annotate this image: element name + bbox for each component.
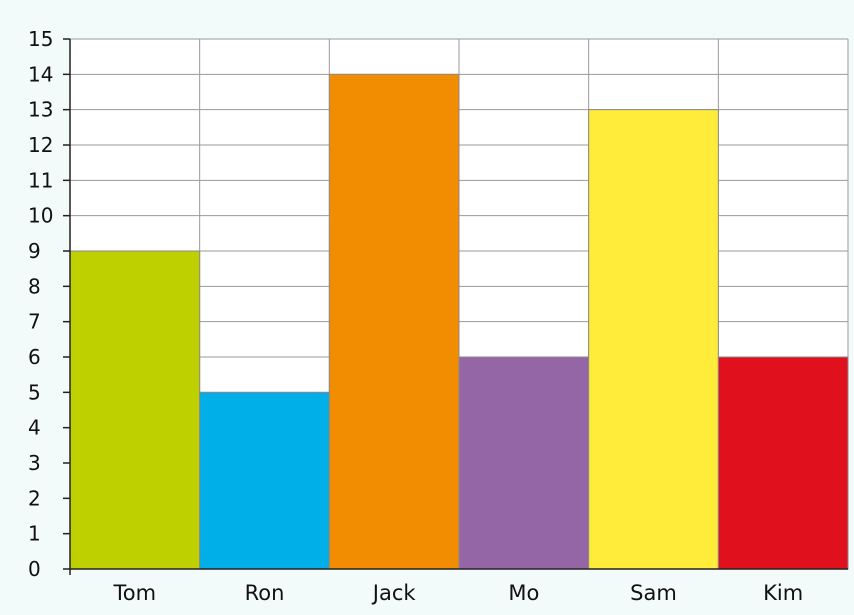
y-tick-label: 3 xyxy=(28,451,41,475)
axes xyxy=(63,38,848,575)
bar-jack xyxy=(328,73,460,570)
x-tick-label: Tom xyxy=(113,581,157,605)
x-tick-label: Sam xyxy=(630,581,677,605)
y-tick-label: 14 xyxy=(28,62,53,86)
y-tick-label: 8 xyxy=(28,274,41,298)
y-tick-label: 0 xyxy=(28,557,41,581)
y-tick-label: 2 xyxy=(28,486,41,510)
bar-tom xyxy=(69,250,201,570)
y-tick-label: 15 xyxy=(28,27,53,51)
y-tick-label: 10 xyxy=(28,204,53,228)
bar-ron xyxy=(199,391,330,570)
y-tick-label: 11 xyxy=(28,168,53,192)
y-tick-label: 7 xyxy=(28,310,41,334)
x-tick-label: Kim xyxy=(763,581,803,605)
bar-sam xyxy=(588,109,719,570)
y-tick-label: 12 xyxy=(28,133,53,157)
y-tick-label: 13 xyxy=(28,98,53,122)
x-tick-label: Mo xyxy=(508,581,539,605)
x-tick-label: Jack xyxy=(371,581,417,605)
y-tick-label: 9 xyxy=(28,239,41,263)
x-tick-label: Ron xyxy=(245,581,285,605)
y-tick-label: 5 xyxy=(28,380,41,404)
y-tick-label: 6 xyxy=(28,345,41,369)
x-tick-labels: Tom Ron Jack Mo Sam Kim xyxy=(113,581,804,605)
y-tick-label: 1 xyxy=(28,522,41,546)
y-tick-label: 4 xyxy=(28,416,41,440)
bar-mo xyxy=(458,356,590,570)
bar-kim xyxy=(717,356,849,570)
bars xyxy=(69,73,849,570)
